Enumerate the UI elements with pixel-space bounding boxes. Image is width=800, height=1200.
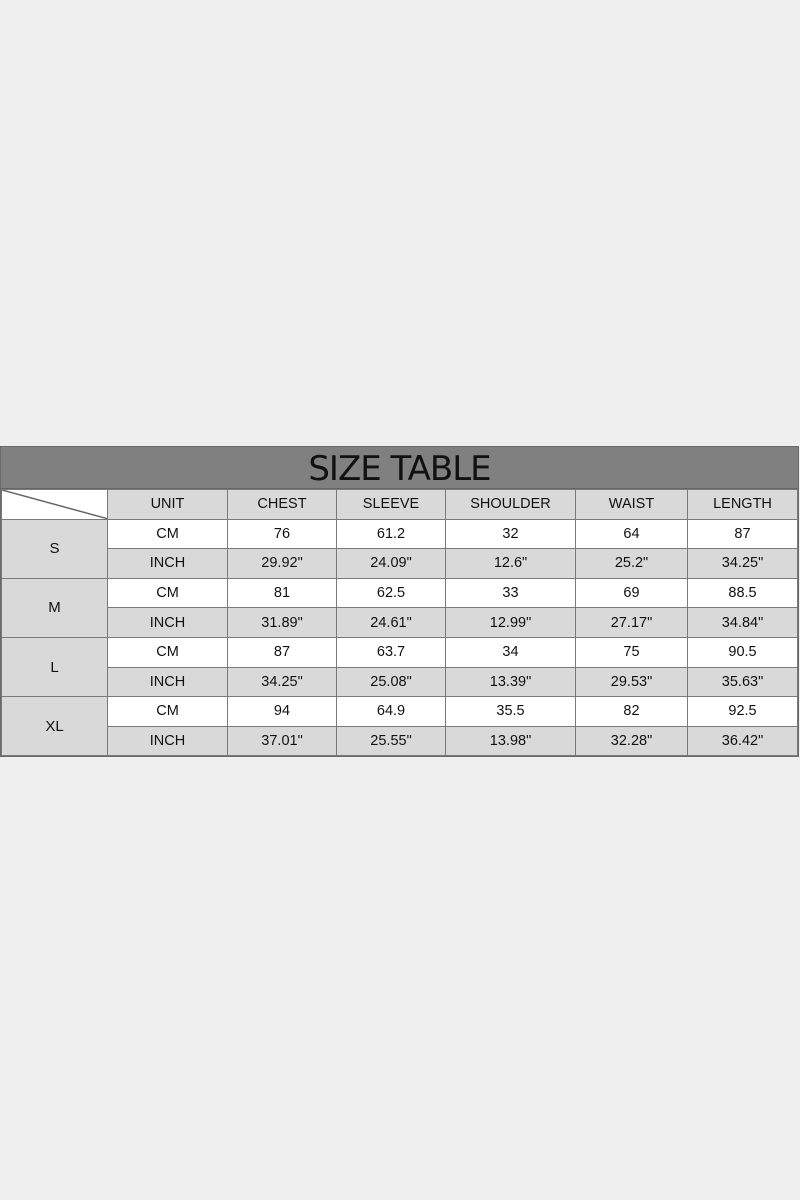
size-label: S xyxy=(1,518,108,579)
table-row: M CM 81 62.5 33 69 88.5 xyxy=(1,577,798,638)
value-cell: 34 xyxy=(445,636,576,668)
value-cell: 13.39" xyxy=(445,666,576,698)
value-cell: 64 xyxy=(575,518,688,550)
value-cell: 87 xyxy=(227,636,337,668)
table-row: S CM 76 61.2 32 64 87 xyxy=(1,518,798,579)
value-cell: 64.9 xyxy=(336,696,446,727)
table-row: L CM 87 63.7 34 75 90.5 xyxy=(1,636,798,698)
column-header: SHOULDER xyxy=(445,489,576,520)
table-row: INCH 31.89" 24.61" 12.99" 27.17" 34.84" xyxy=(2,607,798,638)
value-cell: 92.5 xyxy=(687,696,798,727)
value-cell: 25.2" xyxy=(575,548,688,579)
value-cell: 32 xyxy=(445,518,576,550)
value-cell: 27.17" xyxy=(575,607,688,638)
column-header: UNIT xyxy=(107,489,228,520)
table-row: INCH 34.25" 25.08" 13.39" 29.53" 35.63" xyxy=(2,666,798,698)
corner-cell xyxy=(1,489,108,520)
value-cell: 32.28" xyxy=(575,725,688,757)
size-label: M xyxy=(1,577,108,638)
value-cell: 69 xyxy=(575,577,688,609)
value-cell: 36.42" xyxy=(687,725,798,757)
value-cell: 75 xyxy=(575,636,688,668)
value-cell: 94 xyxy=(227,696,337,727)
value-cell: 34.25" xyxy=(227,666,337,698)
value-cell: 76 xyxy=(227,518,337,550)
value-cell: 24.61" xyxy=(336,607,446,638)
value-cell: 35.63" xyxy=(687,666,798,698)
value-cell: 29.53" xyxy=(575,666,688,698)
unit-cell: INCH xyxy=(107,725,228,757)
unit-cell: CM xyxy=(107,518,228,550)
size-table: SIZE TABLE UNIT CHEST SLEEVE SHOULDER WAIST L… xyxy=(0,446,799,758)
value-cell: 12.6" xyxy=(445,548,576,579)
table-row: INCH 29.92" 24.09" 12.6" 25.2" 34.25" xyxy=(2,548,798,579)
value-cell: 25.08" xyxy=(336,666,446,698)
value-cell: 88.5 xyxy=(687,577,798,609)
value-cell: 34.84" xyxy=(687,607,798,638)
value-cell: 29.92" xyxy=(227,548,337,579)
value-cell: 62.5 xyxy=(336,577,446,609)
unit-cell: INCH xyxy=(107,666,228,698)
value-cell: 37.01" xyxy=(227,725,337,757)
value-cell: 63.7 xyxy=(336,636,446,668)
value-cell: 61.2 xyxy=(336,518,446,550)
value-cell: 24.09" xyxy=(336,548,446,579)
value-cell: 12.99" xyxy=(445,607,576,638)
value-cell: 25.55" xyxy=(336,725,446,757)
size-label: L xyxy=(1,636,108,698)
value-cell: 81 xyxy=(227,577,337,609)
value-cell: 90.5 xyxy=(687,636,798,668)
unit-cell: CM xyxy=(107,696,228,727)
table-row: INCH 37.01" 25.55" 13.98" 32.28" 36.42" xyxy=(2,725,798,757)
value-cell: 82 xyxy=(575,696,688,727)
unit-cell: INCH xyxy=(107,548,228,579)
value-cell: 31.89" xyxy=(227,607,337,638)
column-header: CHEST xyxy=(227,489,337,520)
column-header: SLEEVE xyxy=(336,489,446,520)
value-cell: 13.98" xyxy=(445,725,576,757)
value-cell: 33 xyxy=(445,577,576,609)
diagonal-divider xyxy=(2,490,107,519)
table-row: XL CM 94 64.9 35.5 82 92.5 xyxy=(1,696,798,757)
column-header: LENGTH xyxy=(687,489,798,520)
unit-cell: CM xyxy=(107,636,228,668)
header-row: UNIT CHEST SLEEVE SHOULDER WAIST LENGTH xyxy=(1,489,798,520)
value-cell: 87 xyxy=(687,518,798,550)
size-label: XL xyxy=(1,696,108,757)
size-grid: UNIT CHEST SLEEVE SHOULDER WAIST LENGTH S CM 76 6… xyxy=(1,489,798,757)
unit-cell: INCH xyxy=(107,607,228,638)
unit-cell: CM xyxy=(107,577,228,609)
column-header: WAIST xyxy=(575,489,688,520)
table-title: SIZE TABLE xyxy=(1,447,798,489)
value-cell: 35.5 xyxy=(445,696,576,727)
value-cell: 34.25" xyxy=(687,548,798,579)
